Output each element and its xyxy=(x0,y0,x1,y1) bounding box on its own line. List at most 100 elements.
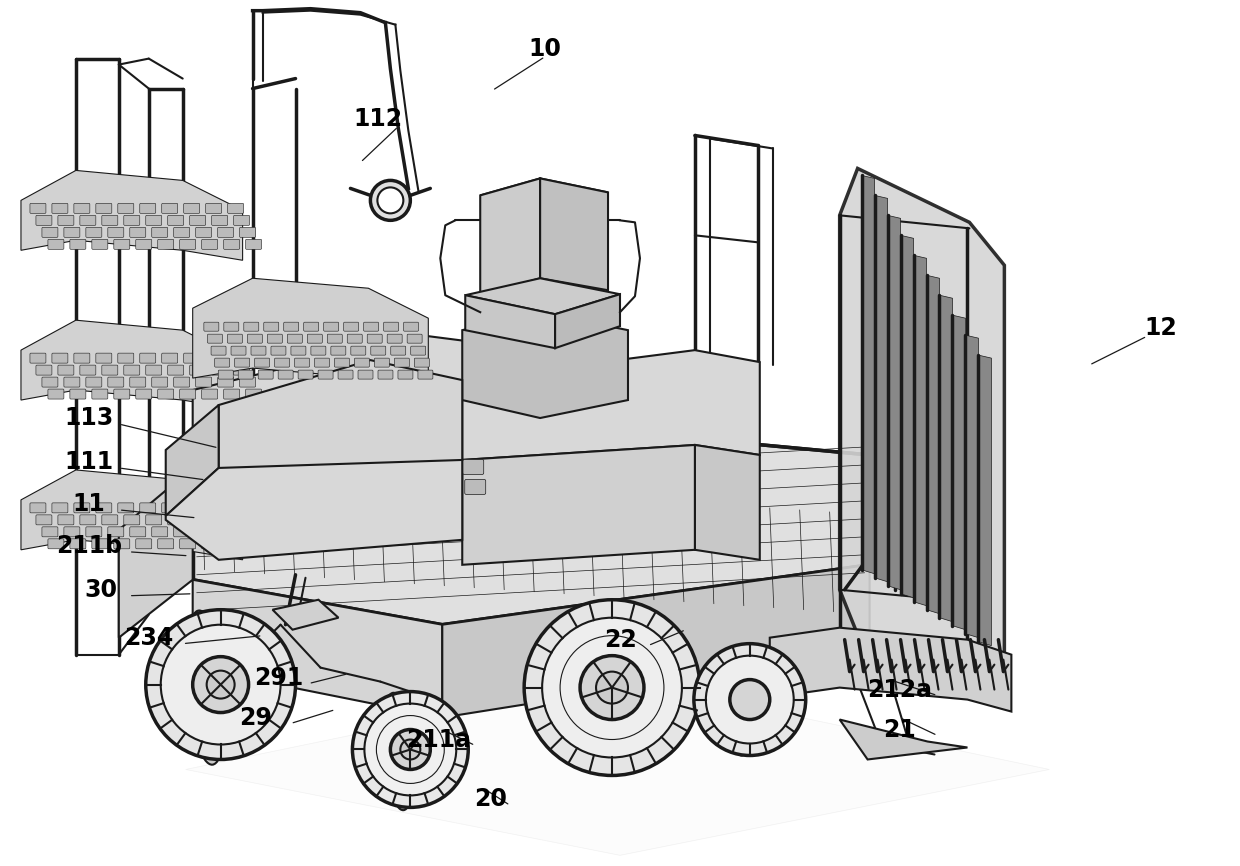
FancyBboxPatch shape xyxy=(92,239,108,249)
FancyBboxPatch shape xyxy=(347,334,362,343)
FancyBboxPatch shape xyxy=(414,359,429,367)
FancyBboxPatch shape xyxy=(207,334,222,343)
FancyBboxPatch shape xyxy=(319,442,340,456)
FancyBboxPatch shape xyxy=(398,370,413,379)
FancyBboxPatch shape xyxy=(157,539,174,549)
FancyBboxPatch shape xyxy=(224,322,239,331)
Polygon shape xyxy=(770,628,1012,712)
FancyBboxPatch shape xyxy=(64,377,79,387)
Circle shape xyxy=(580,656,644,720)
FancyBboxPatch shape xyxy=(92,389,108,399)
Polygon shape xyxy=(166,460,463,559)
Polygon shape xyxy=(480,178,541,295)
Circle shape xyxy=(192,656,248,713)
FancyBboxPatch shape xyxy=(130,228,146,237)
FancyBboxPatch shape xyxy=(69,389,86,399)
FancyBboxPatch shape xyxy=(58,515,74,525)
FancyBboxPatch shape xyxy=(355,359,370,367)
FancyBboxPatch shape xyxy=(190,365,206,375)
Text: 291: 291 xyxy=(254,666,303,689)
FancyBboxPatch shape xyxy=(227,334,242,343)
FancyBboxPatch shape xyxy=(331,346,346,355)
FancyBboxPatch shape xyxy=(308,334,322,343)
FancyBboxPatch shape xyxy=(203,322,218,331)
FancyBboxPatch shape xyxy=(394,359,409,367)
FancyBboxPatch shape xyxy=(345,464,366,480)
Circle shape xyxy=(365,703,456,795)
Polygon shape xyxy=(465,295,556,348)
FancyBboxPatch shape xyxy=(151,527,167,537)
Polygon shape xyxy=(480,178,608,210)
FancyBboxPatch shape xyxy=(272,436,293,450)
FancyBboxPatch shape xyxy=(367,448,388,462)
FancyBboxPatch shape xyxy=(174,228,190,237)
FancyBboxPatch shape xyxy=(30,353,46,363)
Circle shape xyxy=(377,187,403,213)
FancyBboxPatch shape xyxy=(184,204,200,213)
FancyBboxPatch shape xyxy=(239,228,255,237)
FancyBboxPatch shape xyxy=(30,503,46,513)
FancyBboxPatch shape xyxy=(206,503,222,513)
Polygon shape xyxy=(192,278,428,388)
FancyBboxPatch shape xyxy=(215,359,229,367)
Polygon shape xyxy=(218,360,463,480)
Circle shape xyxy=(525,600,699,775)
FancyBboxPatch shape xyxy=(74,204,89,213)
Polygon shape xyxy=(443,565,869,718)
FancyBboxPatch shape xyxy=(218,370,233,379)
Polygon shape xyxy=(21,171,243,261)
Text: 211a: 211a xyxy=(405,727,471,752)
Polygon shape xyxy=(556,294,620,348)
FancyBboxPatch shape xyxy=(223,539,239,549)
Ellipse shape xyxy=(574,606,616,773)
Polygon shape xyxy=(978,355,992,646)
FancyBboxPatch shape xyxy=(272,346,286,355)
FancyBboxPatch shape xyxy=(228,503,243,513)
Text: 12: 12 xyxy=(1145,316,1178,340)
Text: 113: 113 xyxy=(64,406,114,430)
FancyBboxPatch shape xyxy=(146,365,161,375)
FancyBboxPatch shape xyxy=(86,228,102,237)
FancyBboxPatch shape xyxy=(343,322,358,331)
FancyBboxPatch shape xyxy=(180,389,196,399)
FancyBboxPatch shape xyxy=(239,377,255,387)
FancyBboxPatch shape xyxy=(184,503,200,513)
FancyBboxPatch shape xyxy=(418,370,433,379)
FancyBboxPatch shape xyxy=(339,370,353,379)
FancyBboxPatch shape xyxy=(48,539,64,549)
Polygon shape xyxy=(541,178,608,290)
FancyBboxPatch shape xyxy=(69,539,86,549)
Text: 29: 29 xyxy=(239,706,272,729)
FancyBboxPatch shape xyxy=(324,322,339,331)
Polygon shape xyxy=(186,680,1049,856)
FancyBboxPatch shape xyxy=(36,515,52,525)
FancyBboxPatch shape xyxy=(157,389,174,399)
FancyBboxPatch shape xyxy=(135,539,151,549)
FancyBboxPatch shape xyxy=(151,377,167,387)
FancyBboxPatch shape xyxy=(371,346,386,355)
FancyBboxPatch shape xyxy=(36,365,52,375)
FancyBboxPatch shape xyxy=(95,353,112,363)
FancyBboxPatch shape xyxy=(52,204,68,213)
FancyBboxPatch shape xyxy=(250,346,265,355)
FancyBboxPatch shape xyxy=(383,322,398,331)
FancyBboxPatch shape xyxy=(140,353,156,363)
FancyBboxPatch shape xyxy=(167,216,184,225)
FancyBboxPatch shape xyxy=(212,365,228,375)
FancyBboxPatch shape xyxy=(118,204,134,213)
FancyBboxPatch shape xyxy=(42,228,58,237)
FancyBboxPatch shape xyxy=(161,503,177,513)
FancyBboxPatch shape xyxy=(321,462,342,476)
FancyBboxPatch shape xyxy=(284,322,299,331)
FancyBboxPatch shape xyxy=(223,239,239,249)
FancyBboxPatch shape xyxy=(378,370,393,379)
FancyBboxPatch shape xyxy=(74,353,89,363)
FancyBboxPatch shape xyxy=(254,359,269,367)
Polygon shape xyxy=(463,350,760,460)
FancyBboxPatch shape xyxy=(200,427,221,442)
FancyBboxPatch shape xyxy=(211,346,226,355)
FancyBboxPatch shape xyxy=(102,216,118,225)
FancyBboxPatch shape xyxy=(180,239,196,249)
FancyBboxPatch shape xyxy=(273,456,294,470)
FancyBboxPatch shape xyxy=(124,515,140,525)
